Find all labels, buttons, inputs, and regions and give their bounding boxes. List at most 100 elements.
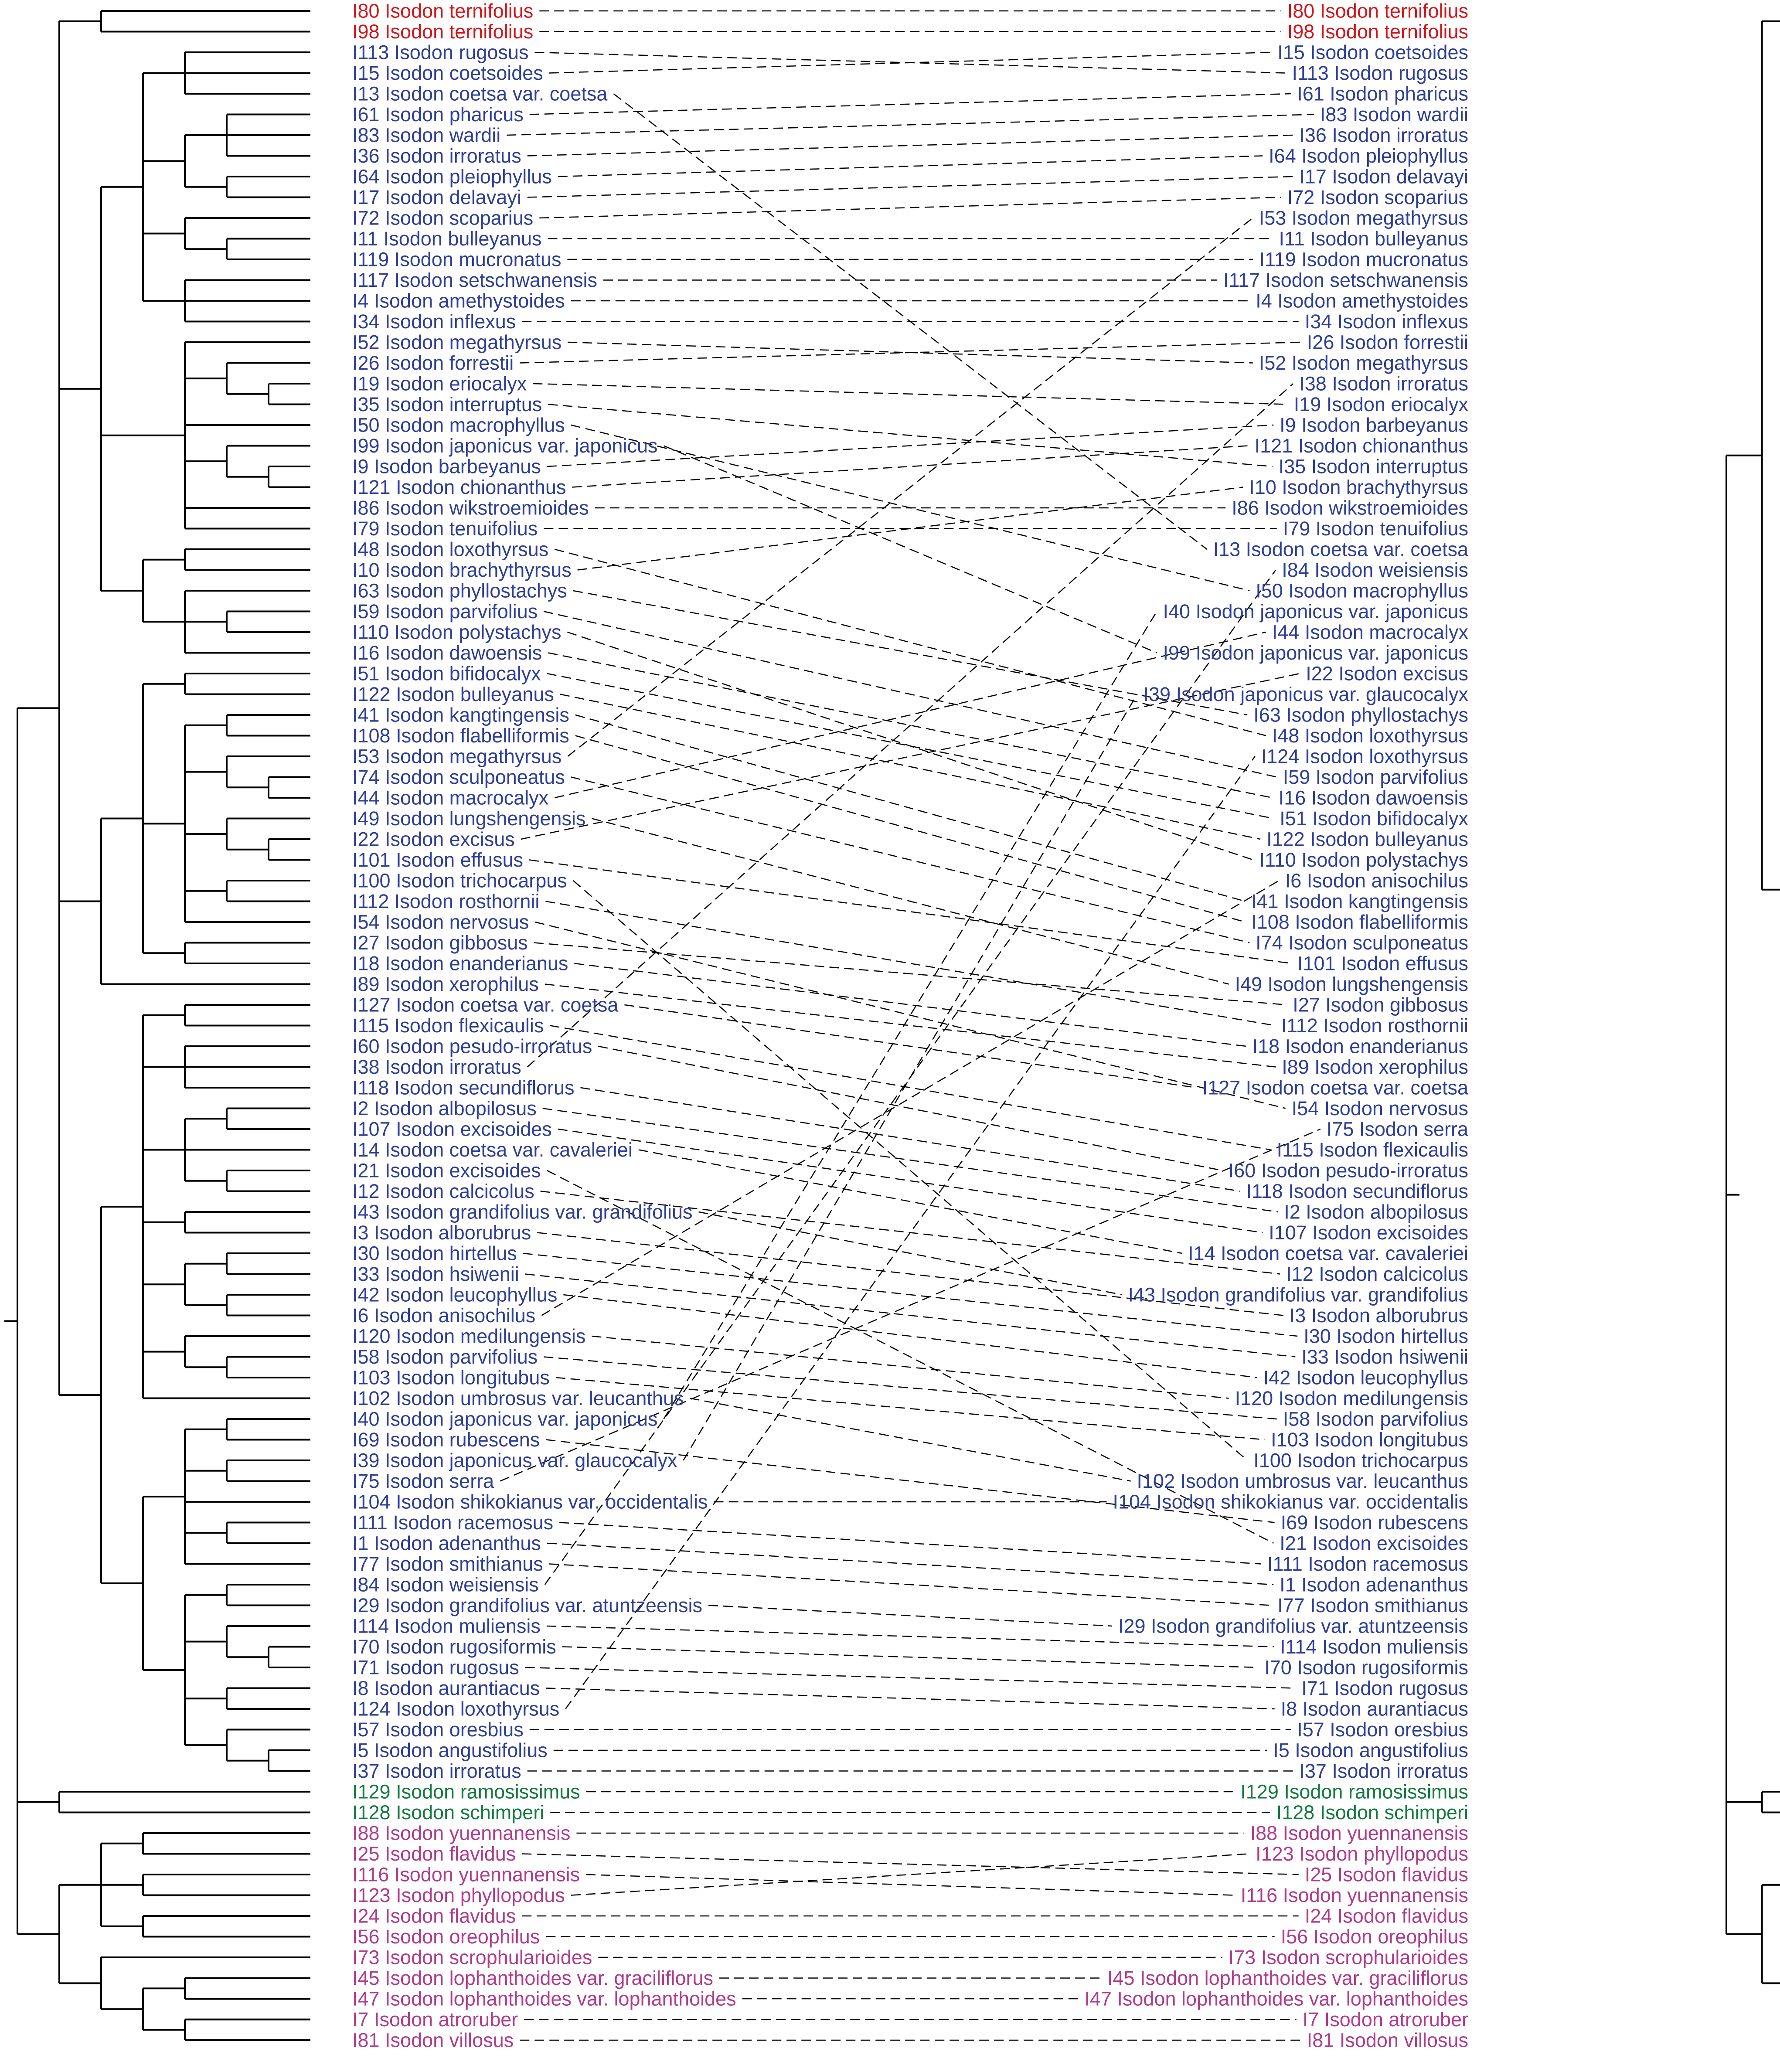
left-tip-label: I58 Isodon parvifolius	[352, 1346, 538, 1368]
right-dendrogram	[1726, 20, 1780, 1984]
connector-line	[540, 1191, 1280, 1275]
connector-line	[560, 694, 1261, 840]
connector-line	[520, 341, 1301, 364]
left-tip-label: I51 Isodon bifidocalyx	[352, 663, 541, 685]
left-tip-label: I72 Isodon scoparius	[352, 207, 533, 229]
right-tip-label: I29 Isodon grandifolius var. atuntzeensi…	[1118, 1615, 1468, 1637]
connector-line	[563, 1294, 1257, 1378]
right-tip-label: I110 Isodon polystachys	[1259, 849, 1468, 871]
connector-line	[533, 383, 1288, 405]
connector-line	[549, 51, 1272, 74]
right-tip-label: I89 Isodon xerophilus	[1282, 1056, 1468, 1078]
left-tip-label: I29 Isodon grandifolius var. atuntzeensi…	[352, 1594, 702, 1616]
right-tip-label: I103 Isodon longitubus	[1271, 1429, 1468, 1451]
left-tip-label: I113 Isodon rugosus	[352, 41, 528, 64]
connector-line	[598, 1045, 1222, 1171]
right-tip-label: I83 Isodon wardii	[1320, 103, 1468, 126]
right-tip-label: I72 Isodon scoparius	[1287, 186, 1468, 208]
left-tip-label: I129 Isodon ramosissimus	[352, 1781, 580, 1803]
left-tip-label: I33 Isodon hsiwenii	[352, 1263, 519, 1285]
left-tip-label: I88 Isodon yuennanensis	[352, 1822, 570, 1844]
left-tip-label: I40 Isodon japonicus var. japonicus	[352, 1408, 657, 1430]
right-tip-label: I33 Isodon hsiwenii	[1301, 1346, 1468, 1368]
right-tip-label: I15 Isodon coetsoides	[1277, 41, 1468, 64]
right-tip-label: I61 Isodon pharicus	[1297, 83, 1468, 105]
left-tip-label: I112 Isodon rosthornii	[352, 890, 539, 912]
left-dendrogram	[4, 10, 310, 2041]
connector-line	[546, 1625, 1274, 1647]
right-tip-label: I27 Isodon gibbosus	[1293, 994, 1468, 1016]
left-tip-label: I1 Isodon adenanthus	[352, 1532, 541, 1555]
left-tip-label: I5 Isodon angustifolius	[352, 1739, 548, 1762]
connector-line	[592, 818, 1229, 985]
right-tip-label: I7 Isodon atroruber	[1303, 2008, 1468, 2031]
left-tip-label: I54 Isodon nervosus	[352, 911, 529, 933]
right-tip-label: I2 Isodon albopilosus	[1284, 1201, 1468, 1223]
right-tip-label: I73 Isodon scrophularioides	[1229, 1946, 1468, 1969]
right-tip-label: I16 Isodon dawoensis	[1279, 787, 1468, 809]
right-tip-label: I47 Isodon lophanthoides var. lophanthoi…	[1084, 1988, 1468, 2010]
connector-line	[571, 776, 1250, 943]
right-tip-label: I122 Isodon bulleyanus	[1266, 828, 1468, 851]
left-tip-label: I83 Isodon wardii	[352, 124, 500, 146]
right-tip-label: I45 Isodon lophanthoides var. graciliflo…	[1107, 1967, 1468, 1989]
right-tip-label: I86 Isodon wikstroemioides	[1232, 497, 1468, 519]
left-tip-label: I47 Isodon lophanthoides var. lophanthoi…	[352, 1988, 736, 2010]
right-tip-label: I51 Isodon bifidocalyx	[1280, 807, 1468, 830]
right-tip-label: I26 Isodon forrestii	[1307, 331, 1468, 354]
connector-line	[522, 1853, 1299, 1875]
left-tip-label: I60 Isodon pesudo-irroratus	[352, 1035, 592, 1058]
left-tip-label: I59 Isodon parvifolius	[352, 600, 538, 623]
left-tip-label: I10 Isodon brachythyrsus	[352, 559, 572, 581]
left-tip-label: I43 Isodon grandifolius var. grandifoliu…	[352, 1201, 693, 1223]
left-tip-label: I99 Isodon japonicus var. japonicus	[352, 435, 657, 457]
left-tip-label: I123 Isodon phyllopodus	[352, 1884, 565, 1906]
connector-line	[572, 880, 1248, 1461]
left-tip-label: I25 Isodon flavidus	[352, 1843, 516, 1865]
left-tip-label: I11 Isodon bulleyanus	[352, 228, 542, 250]
left-tip-label: I16 Isodon dawoensis	[352, 642, 542, 664]
left-tip-label: I111 Isodon racemosus	[352, 1511, 553, 1534]
connector-line	[549, 1563, 1272, 1606]
left-tip-label: I45 Isodon lophanthoides var. graciliflo…	[352, 1967, 713, 1989]
connector-line	[527, 176, 1293, 198]
left-tip-label: I116 Isodon yuennanensis	[352, 1864, 580, 1886]
connector-line	[558, 1128, 1263, 1233]
connector-line	[529, 93, 1291, 115]
left-tip-label: I17 Isodon delavayi	[352, 186, 521, 208]
right-tip-label: I114 Isodon muliensis	[1280, 1636, 1468, 1658]
connector-line	[575, 714, 1246, 902]
left-tip-label: I53 Isodon megathyrsus	[352, 745, 562, 768]
left-tip-label: I27 Isodon gibbosus	[352, 932, 528, 954]
connector-line	[572, 445, 1249, 488]
right-tip-label: I10 Isodon brachythyrsus	[1249, 476, 1468, 498]
right-tip-label: I81 Isodon villosus	[1307, 2029, 1468, 2052]
left-tip-label: I14 Isodon coetsa var. cavaleriei	[352, 1139, 633, 1161]
left-tip-label: I7 Isodon atroruber	[352, 2008, 518, 2031]
left-tip-label: I42 Isodon leucophyllus	[352, 1284, 557, 1306]
right-tip-label: I13 Isodon coetsa var. coetsa	[1213, 538, 1469, 561]
left-tip-label: I108 Isodon flabelliformis	[352, 725, 569, 747]
right-tip-label: I80 Isodon ternifolius	[1287, 0, 1468, 22]
connector-line	[545, 983, 1276, 1068]
left-tip-label: I38 Isodon irroratus	[352, 1056, 521, 1078]
right-tip-label: I43 Isodon grandifolius var. grandifoliu…	[1128, 1284, 1469, 1306]
right-tip-label: I64 Isodon pleiophyllus	[1269, 145, 1468, 167]
connector-line	[567, 631, 1253, 861]
right-tip-label: I57 Isodon oresbius	[1297, 1718, 1468, 1741]
left-tip-label: I70 Isodon rugosiformis	[352, 1636, 556, 1658]
right-tip-label: I9 Isodon barbeyanus	[1280, 414, 1468, 436]
left-tip-label: I127 Isodon coetsa var. coetsa	[352, 994, 619, 1016]
left-tip-label: I107 Isodon excisoides	[352, 1118, 552, 1140]
connector-line	[571, 1853, 1250, 1896]
left-tip-label: I2 Isodon albopilosus	[352, 1097, 537, 1119]
left-tip-label: I73 Isodon scrophularioides	[352, 1946, 592, 1969]
right-tip-label: I69 Isodon rubescens	[1281, 1511, 1468, 1534]
right-tip-label: I34 Isodon inflexus	[1305, 310, 1468, 333]
left-tip-label: I121 Isodon chionanthus	[352, 476, 566, 498]
right-tip-label: I119 Isodon mucronatus	[1259, 248, 1468, 271]
right-tip-label: I63 Isodon phyllostachys	[1253, 704, 1468, 726]
connector-line	[527, 134, 1293, 157]
connector-line	[580, 1087, 1240, 1192]
